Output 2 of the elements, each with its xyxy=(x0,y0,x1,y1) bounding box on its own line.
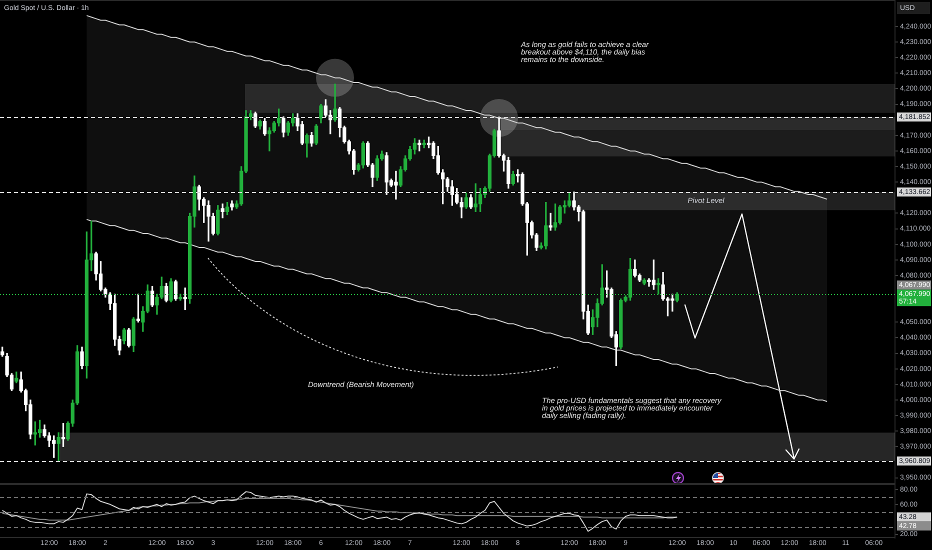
candlestick xyxy=(422,140,426,148)
candlestick xyxy=(56,432,60,462)
